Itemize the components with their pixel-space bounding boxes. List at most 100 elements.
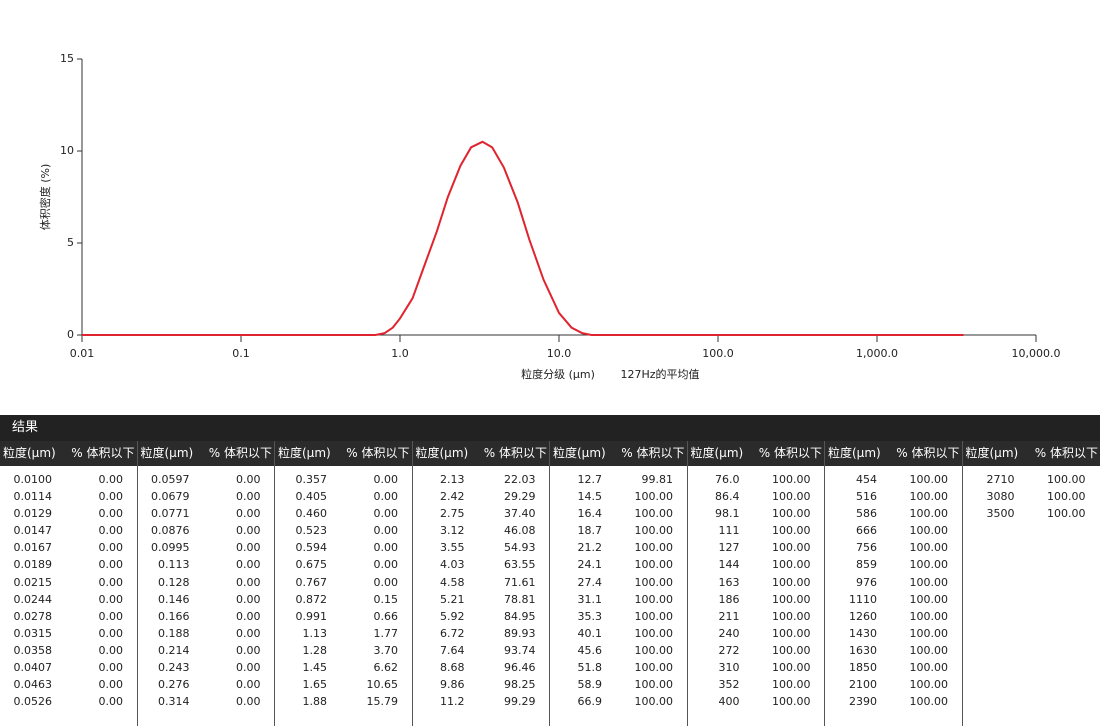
table-row: 756 100.00 xyxy=(825,539,962,556)
table-cell: 0.00 xyxy=(373,558,399,572)
table-row: 0.0147 0.00 xyxy=(0,522,137,539)
table-row: 31.1 100.00 xyxy=(550,591,687,608)
table-row: 1850 100.00 xyxy=(825,659,962,676)
table-cell: 100.00 xyxy=(634,626,674,640)
table-cell: 0.357 xyxy=(295,473,328,486)
table-cell: 4.03 xyxy=(440,558,465,572)
table-cell: 0.0597 xyxy=(151,473,190,486)
table-cell: 8.68 xyxy=(440,661,465,675)
table-row: 0.0771 0.00 xyxy=(138,505,275,522)
table-row: 12.7 99.81 xyxy=(550,471,687,488)
table-row: 5.92 84.95 xyxy=(413,608,550,625)
table-cell: 127 xyxy=(718,541,740,555)
table-cell: 66.9 xyxy=(577,695,603,709)
table-cell: 0.405 xyxy=(295,490,328,504)
table-body: 0.0597 0.00 0.0679 0.00 0.0771 0.00 0.0876 0.00… xyxy=(138,466,275,710)
header-cell: 粒度(μm) xyxy=(140,446,194,460)
table-cell: 100.00 xyxy=(772,609,811,623)
table-cell: 15.79 xyxy=(366,695,399,709)
table-row: 0.314 0.00 xyxy=(138,693,275,710)
table-cell: 586 xyxy=(856,507,877,521)
table-row: 0.0995 0.00 xyxy=(138,539,275,556)
table-row: 66.9 100.00 xyxy=(550,693,687,710)
table-cell: 78.81 xyxy=(504,592,536,606)
header-cell: % 体积以下 xyxy=(71,446,135,460)
table-row: 0.0526 0.00 xyxy=(0,693,137,710)
header-cell: 粒度(μm) xyxy=(690,446,744,460)
table-cell: 100.00 xyxy=(909,661,949,675)
table-cell: 31.1 xyxy=(577,592,603,606)
table-cell: 100.00 xyxy=(634,695,674,709)
table-row: 0.0597 0.00 xyxy=(138,471,275,488)
table-cell: 1630 xyxy=(849,643,877,657)
table-cell: 0.991 xyxy=(295,609,328,623)
table-group: 粒度(μm)% 体积以下 0.357 0.00 0.405 0.00 0.460 0.00 0… xyxy=(275,441,413,726)
table-cell: 14.5 xyxy=(577,490,603,504)
table-cell: 1850 xyxy=(849,661,877,675)
table-cell: 98.1 xyxy=(715,507,740,521)
table-cell: 99.29 xyxy=(504,695,536,709)
table-cell: 100.00 xyxy=(634,507,674,521)
table-cell: 100.00 xyxy=(909,592,949,606)
table-cell: 0.00 xyxy=(98,626,124,640)
table-cell: 0.0114 xyxy=(13,490,53,504)
table-row: 1630 100.00 xyxy=(825,642,962,659)
table-cell: 100.00 xyxy=(772,592,811,606)
table-cell: 2.75 xyxy=(440,507,465,521)
table-row: 14.5 100.00 xyxy=(550,488,687,505)
table-row: 0.405 0.00 xyxy=(275,488,412,505)
header-cell: 粒度(μm) xyxy=(965,446,1019,460)
table-cell: 0.0189 xyxy=(13,558,53,572)
table-cell: 0.00 xyxy=(98,558,124,572)
table-cell: 859 xyxy=(856,558,877,572)
table-cell: 0.0147 xyxy=(13,524,53,538)
table-cell: 4.58 xyxy=(440,575,465,589)
table-cell: 100.00 xyxy=(909,507,949,521)
table-row: 1.65 10.65 xyxy=(275,676,412,693)
table-row: 0.214 0.00 xyxy=(138,642,275,659)
table-row: 859 100.00 xyxy=(825,556,962,573)
table-row: 18.7 100.00 xyxy=(550,522,687,539)
table-cell: 0.00 xyxy=(98,661,124,675)
x-axis-label: 粒度分级 (μm) xyxy=(521,367,595,381)
table-row: 0.0129 0.00 xyxy=(0,505,137,522)
table-row: 1.13 1.77 xyxy=(275,625,412,642)
table-cell: 6.62 xyxy=(373,661,399,675)
table-cell: 0.523 xyxy=(295,524,328,538)
table-cell: 0.00 xyxy=(236,558,261,572)
table-row: 21.2 100.00 xyxy=(550,539,687,556)
table-row: 163 100.00 xyxy=(688,574,825,591)
table-cell: 100.00 xyxy=(772,558,811,572)
table-cell: 0.00 xyxy=(236,695,261,709)
table-cell: 18.7 xyxy=(577,524,603,538)
table-row: 976 100.00 xyxy=(825,574,962,591)
table-cell: 0.0679 xyxy=(151,490,190,504)
table-row: 86.4 100.00 xyxy=(688,488,825,505)
header-cell: % 体积以下 xyxy=(483,446,547,460)
header-cell: % 体积以下 xyxy=(621,446,685,460)
table-cell: 0.00 xyxy=(98,695,124,709)
table-row: 0.0100 0.00 xyxy=(0,471,137,488)
table-cell: 89.93 xyxy=(504,626,536,640)
table-cell: 5.92 xyxy=(440,609,465,623)
table-cell: 100.00 xyxy=(634,575,674,589)
table-cell: 0.00 xyxy=(98,524,124,538)
table-cell: 24.1 xyxy=(577,558,603,572)
table-cell: 352 xyxy=(718,678,740,692)
table-cell: 35.3 xyxy=(577,609,603,623)
table-row: 35.3 100.00 xyxy=(550,608,687,625)
table-cell: 0.0876 xyxy=(151,524,190,538)
table-cell: 27.4 xyxy=(577,575,603,589)
table-row: 1.88 15.79 xyxy=(275,693,412,710)
table-cell: 310 xyxy=(718,661,740,675)
table-row: 0.872 0.15 xyxy=(275,591,412,608)
table-cell: 0.0129 xyxy=(13,507,53,521)
table-row: 516 100.00 xyxy=(825,488,962,505)
table-cell: 0.66 xyxy=(373,609,399,623)
table-row: 45.6 100.00 xyxy=(550,642,687,659)
table-cell: 0.00 xyxy=(236,592,261,606)
table-cell: 3500 xyxy=(986,507,1015,521)
x-tick-label: 1.0 xyxy=(391,347,409,360)
table-cell: 3.55 xyxy=(440,541,465,555)
table-body: 76.0 100.00 86.4 100.00 98.1 100.00 111 100.00 1… xyxy=(688,466,825,710)
